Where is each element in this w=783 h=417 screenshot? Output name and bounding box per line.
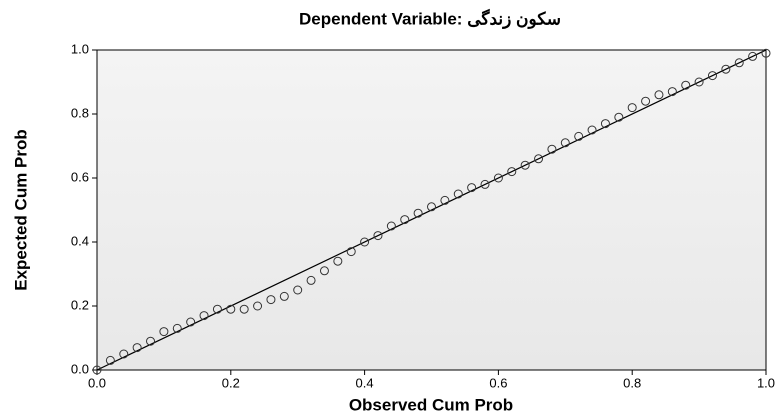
reference-line xyxy=(96,49,767,371)
point xyxy=(253,301,263,311)
point xyxy=(373,231,383,241)
point xyxy=(748,51,758,61)
point xyxy=(360,237,370,247)
point xyxy=(226,304,236,314)
point xyxy=(654,90,664,100)
point xyxy=(319,266,329,276)
x-axis-label: Observed Cum Prob xyxy=(349,395,513,414)
point xyxy=(493,173,503,183)
point xyxy=(333,256,343,266)
point xyxy=(627,103,637,113)
point xyxy=(212,304,222,314)
point xyxy=(172,323,182,333)
y-tick-label: 0.8 xyxy=(71,105,89,120)
point xyxy=(440,195,450,205)
point xyxy=(266,295,276,305)
x-tick-label: 0.0 xyxy=(88,375,106,390)
point xyxy=(681,80,691,90)
chart-title: Dependent Variable: سکون زندگی xyxy=(299,8,561,29)
point xyxy=(587,125,597,135)
point xyxy=(346,247,356,257)
x-tick-label: 0.6 xyxy=(489,375,507,390)
x-tick-label: 1.0 xyxy=(757,375,775,390)
point xyxy=(199,311,209,321)
point xyxy=(507,167,517,177)
point xyxy=(306,275,316,285)
point xyxy=(119,349,129,359)
x-tick-label: 0.8 xyxy=(623,375,641,390)
x-tick-label: 0.4 xyxy=(356,375,374,390)
point xyxy=(667,87,677,97)
point xyxy=(279,291,289,301)
point xyxy=(467,183,477,193)
point xyxy=(520,160,530,170)
point xyxy=(239,304,249,314)
point xyxy=(186,317,196,327)
y-tick-label: 0.4 xyxy=(71,233,89,248)
y-tick-label: 0.2 xyxy=(71,297,89,312)
point xyxy=(92,365,102,375)
point xyxy=(413,208,423,218)
point xyxy=(560,138,570,148)
point xyxy=(105,355,115,365)
point xyxy=(534,154,544,164)
y-axis-label: Expected Cum Prob xyxy=(11,129,30,291)
point xyxy=(734,58,744,68)
point xyxy=(761,48,771,58)
point xyxy=(453,189,463,199)
point xyxy=(386,221,396,231)
point xyxy=(159,327,169,337)
point xyxy=(146,336,156,346)
point xyxy=(694,77,704,87)
point xyxy=(293,285,303,295)
point xyxy=(707,71,717,81)
point xyxy=(400,215,410,225)
point xyxy=(547,144,557,154)
y-tick-label: 0.0 xyxy=(71,361,89,376)
point xyxy=(132,343,142,353)
point xyxy=(427,202,436,212)
point xyxy=(614,112,624,122)
y-tick-label: 0.6 xyxy=(71,169,89,184)
point xyxy=(721,64,731,74)
x-tick-label: 0.2 xyxy=(222,375,240,390)
point xyxy=(480,179,490,189)
point xyxy=(600,119,610,129)
y-tick-label: 1.0 xyxy=(71,41,89,56)
point xyxy=(574,131,584,141)
point xyxy=(641,96,651,106)
